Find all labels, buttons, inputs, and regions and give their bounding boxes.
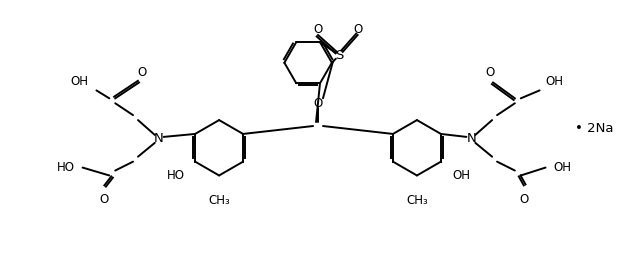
Text: HO: HO <box>57 161 75 174</box>
Text: O: O <box>353 23 362 36</box>
Text: N: N <box>154 132 164 145</box>
Text: O: O <box>100 193 109 206</box>
Text: OH: OH <box>554 161 572 174</box>
Text: CH₃: CH₃ <box>406 194 428 207</box>
Text: O: O <box>138 66 147 79</box>
Text: N: N <box>467 132 476 145</box>
Text: OH: OH <box>545 75 564 88</box>
Text: O: O <box>314 97 323 110</box>
Text: CH₃: CH₃ <box>208 194 230 207</box>
Text: OH: OH <box>452 169 470 182</box>
Text: S: S <box>335 49 344 62</box>
Text: O: O <box>314 23 323 36</box>
Text: O: O <box>486 66 495 79</box>
Text: O: O <box>519 193 529 206</box>
Text: • 2Na: • 2Na <box>575 122 613 134</box>
Text: HO: HO <box>166 169 184 182</box>
Text: OH: OH <box>70 75 88 88</box>
